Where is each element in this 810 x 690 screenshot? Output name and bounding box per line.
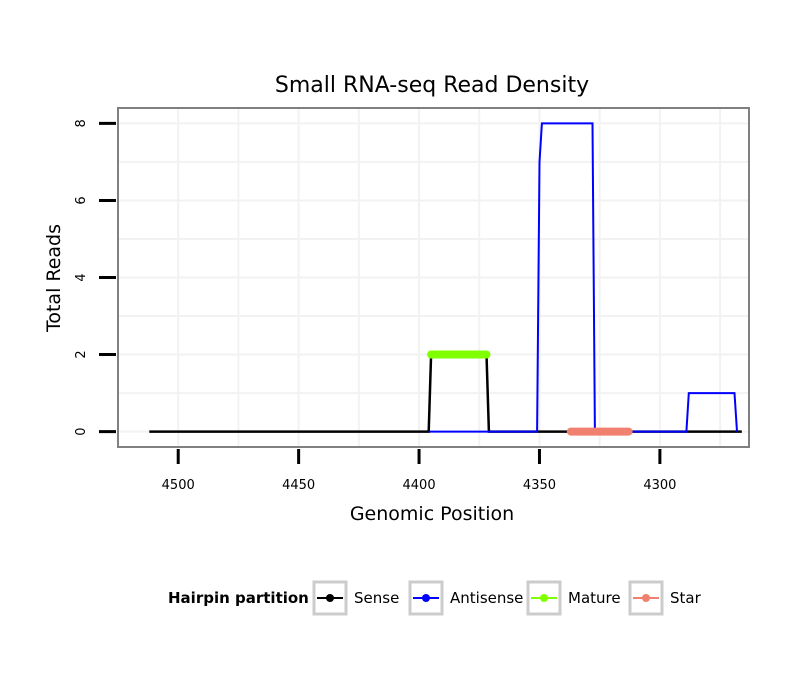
y-tick-label: 0 bbox=[74, 427, 89, 435]
legend-label: Mature bbox=[568, 589, 621, 607]
x-tick-label: 4300 bbox=[643, 478, 676, 493]
x-axis-title: Genomic Position bbox=[350, 503, 514, 525]
legend-label: Star bbox=[670, 589, 702, 607]
x-tick-label: 4500 bbox=[162, 478, 195, 493]
x-tick-label: 4350 bbox=[523, 478, 556, 493]
y-tick-label: 8 bbox=[74, 119, 89, 127]
legend-key-point bbox=[422, 594, 430, 602]
legend-item-antisense: Antisense bbox=[408, 580, 523, 616]
y-axis-title: Total Reads bbox=[43, 224, 65, 333]
series-line-antisense bbox=[428, 122, 738, 433]
legend-label: Sense bbox=[354, 589, 399, 607]
x-tick-label: 4400 bbox=[403, 478, 436, 493]
legend-key-point bbox=[540, 594, 548, 602]
plot-panel-border bbox=[117, 107, 750, 448]
axes: 4500 4450 4400 4350 4300 0 2 4 6 8 bbox=[74, 119, 676, 493]
legend: Hairpin partition Sense Antisense Mature St… bbox=[168, 580, 702, 616]
legend-key-point bbox=[326, 594, 334, 602]
x-tick-label: 4450 bbox=[282, 478, 315, 493]
chart-title: Small RNA-seq Read Density bbox=[275, 73, 589, 98]
legend-key-point bbox=[642, 594, 650, 602]
series-layer bbox=[149, 122, 742, 436]
y-tick-label: 2 bbox=[74, 350, 89, 358]
legend-item-star: Star bbox=[628, 580, 702, 616]
y-tick-label: 4 bbox=[74, 273, 89, 281]
grid bbox=[118, 108, 749, 447]
legend-item-mature: Mature bbox=[526, 580, 621, 616]
legend-label: Antisense bbox=[450, 589, 523, 607]
legend-title: Hairpin partition bbox=[168, 589, 309, 607]
y-tick-label: 6 bbox=[74, 196, 89, 204]
legend-item-sense: Sense bbox=[312, 580, 399, 616]
